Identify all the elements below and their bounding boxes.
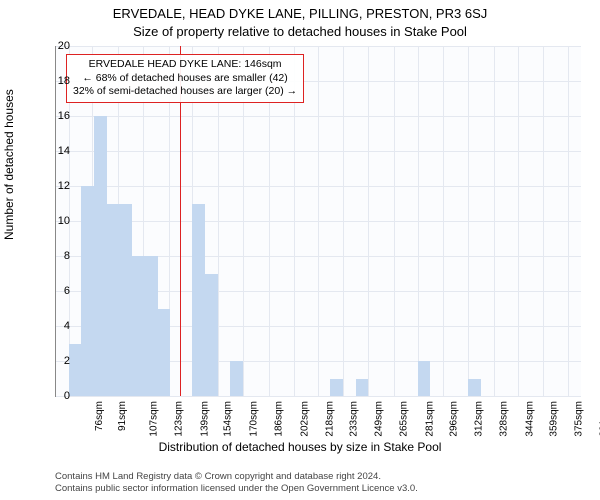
chart-container: ERVEDALE, HEAD DYKE LANE, PILLING, PREST… [0,0,600,500]
annotation-line2: ← 68% of detached houses are smaller (42… [73,72,297,86]
y-tick-label: 0 [45,390,70,402]
y-tick-label: 6 [45,285,70,297]
histogram-bar [418,361,431,396]
histogram-bar [119,204,132,397]
y-tick-label: 8 [45,250,70,262]
histogram-bar [107,204,120,397]
x-axis-label: Distribution of detached houses by size … [0,440,600,454]
histogram-bar [356,379,369,397]
histogram-bar [69,344,82,397]
gridline-v [418,46,419,396]
x-tick-label: 76sqm [94,401,105,431]
x-tick-label: 344sqm [524,401,535,437]
annotation-line3: 32% of semi-detached houses are larger (… [73,85,297,99]
annotation-box: ERVEDALE HEAD DYKE LANE: 146sqm ← 68% of… [66,54,304,103]
x-tick-label: 296sqm [448,401,459,437]
histogram-bar [94,116,107,396]
gridline-v [494,46,495,396]
gridline-v [394,46,395,396]
x-tick-label: 328sqm [499,401,510,437]
y-tick-label: 4 [45,320,70,332]
gridline-v [343,46,344,396]
x-tick-label: 218sqm [324,401,335,437]
y-axis-label: Number of detached houses [2,89,16,240]
annotation-line1: ERVEDALE HEAD DYKE LANE: 146sqm [73,58,297,72]
y-tick-label: 14 [45,145,70,157]
histogram-bar [158,309,171,397]
histogram-bar [205,274,218,397]
gridline-v [318,46,319,396]
gridline-h [56,396,581,397]
x-tick-label: 265sqm [399,401,410,437]
x-tick-label: 170sqm [248,401,259,437]
x-tick-label: 249sqm [374,401,385,437]
x-tick-label: 375sqm [574,401,585,437]
histogram-bar [132,256,145,396]
x-tick-label: 139sqm [199,401,210,437]
histogram-bar [230,361,243,396]
histogram-bar [145,256,158,396]
y-tick-label: 2 [45,355,70,367]
histogram-bar [330,379,343,397]
x-tick-label: 359sqm [548,401,559,437]
x-tick-label: 281sqm [424,401,435,437]
histogram-bar [468,379,481,397]
y-tick-label: 10 [45,215,70,227]
x-tick-label: 123sqm [174,401,185,437]
y-tick-label: 20 [45,40,70,52]
x-tick-label: 107sqm [148,401,159,437]
y-tick-label: 16 [45,110,70,122]
y-tick-label: 12 [45,180,70,192]
gridline-v [468,46,469,396]
gridline-v [368,46,369,396]
x-tick-label: 233sqm [348,401,359,437]
x-tick-label: 91sqm [117,401,128,431]
x-tick-label: 186sqm [274,401,285,437]
gridline-v [543,46,544,396]
y-tick-label: 18 [45,75,70,87]
footnote-line2: Contains public sector information licen… [55,483,590,494]
x-tick-label: 312sqm [474,401,485,437]
gridline-v [518,46,519,396]
footnote: Contains HM Land Registry data © Crown c… [55,471,590,494]
gridline-v [443,46,444,396]
x-tick-label: 202sqm [299,401,310,437]
x-tick-label: 154sqm [223,401,234,437]
histogram-bar [192,204,205,397]
chart-title-address: ERVEDALE, HEAD DYKE LANE, PILLING, PREST… [0,6,600,21]
chart-title-desc: Size of property relative to detached ho… [0,24,600,39]
gridline-v [568,46,569,396]
plot-area: ERVEDALE HEAD DYKE LANE: 146sqm ← 68% of… [55,46,581,397]
footnote-line1: Contains HM Land Registry data © Crown c… [55,471,590,482]
histogram-bar [81,186,94,396]
